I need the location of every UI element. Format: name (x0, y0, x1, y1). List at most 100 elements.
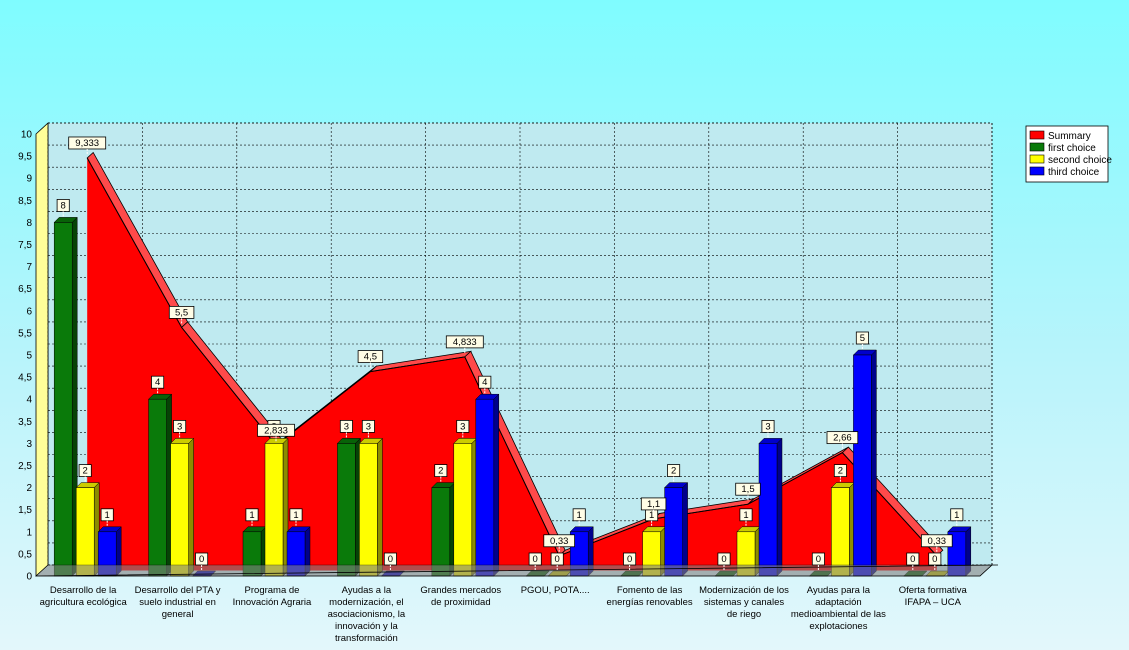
bar-side (871, 349, 877, 577)
x-category-line: Desarrollo de la (50, 585, 117, 596)
data-label-second-choice: 1 (645, 508, 659, 527)
y-tick-label: 6,5 (18, 284, 32, 295)
y-tick-label: 9 (26, 174, 32, 185)
data-label-summary: 0,33 (921, 534, 953, 553)
bar-second-choice-3 (358, 437, 384, 577)
x-category-label: Desarrollo de la agricultura ecológica (40, 585, 128, 608)
bar-side (493, 393, 500, 577)
data-label-first-choice: 8 (56, 198, 70, 218)
x-category-line: explotaciones (809, 621, 867, 632)
bar-front (337, 443, 356, 577)
data-label-text: 0 (533, 554, 538, 565)
x-category-label: PGOU, POTA.... (521, 585, 590, 596)
x-category-line: Ayudas para la (807, 585, 871, 596)
x-category-label: Grandes mercados de proximidad (420, 585, 501, 608)
x-category-line: PGOU, POTA.... (521, 585, 590, 596)
data-label-third-choice: 1 (289, 508, 303, 527)
y-tick-label: 0 (26, 572, 32, 583)
legend-entry: third choice (1048, 167, 1100, 178)
x-category-line: suelo industrial en (139, 597, 216, 608)
data-label-third-choice: 2 (667, 464, 681, 483)
legend-entry: second choice (1048, 155, 1112, 166)
data-label-third-choice: 3 (761, 419, 775, 439)
plot-floor (35, 564, 999, 577)
data-label-text: 4 (482, 377, 487, 388)
y-tick-label: 8,5 (18, 196, 32, 207)
data-label-text: 3 (177, 421, 182, 432)
x-category-line: Fomento de las (617, 585, 683, 596)
data-label-text: 1,5 (741, 484, 754, 495)
legend-swatch (1029, 142, 1045, 152)
y-tick-label: 3,5 (18, 417, 32, 428)
data-label-summary: 0,33 (543, 534, 575, 553)
x-category-line: energías renovables (607, 597, 693, 608)
bar-first-choice-3 (336, 437, 362, 577)
y-tick-label: 10 (21, 130, 33, 141)
data-label-text: 1 (649, 510, 654, 521)
bar-first-choice-1 (147, 393, 173, 577)
data-label-text: 3 (344, 421, 349, 432)
data-label-text: 5,5 (175, 307, 188, 318)
bar-first-choice-0 (53, 216, 78, 577)
data-label-text: 2 (438, 466, 443, 477)
data-label-text: 4,833 (453, 337, 477, 348)
data-label-summary: 2,833 (257, 423, 295, 443)
data-label-first-choice: 0 (717, 552, 731, 571)
bar-second-choice-0 (75, 481, 100, 577)
bar-front (853, 354, 872, 577)
x-category-line: Programa de (245, 585, 300, 596)
data-label-summary: 5,5 (168, 305, 195, 325)
data-label-text: 1,1 (647, 499, 660, 510)
bar-front (264, 443, 284, 577)
x-category-label: Oferta formativa IFAPA – UCA (899, 585, 968, 608)
data-label-text: 0 (388, 554, 393, 565)
data-label-first-choice: 2 (434, 464, 448, 483)
data-label-first-choice: 0 (906, 552, 920, 571)
y-tick-label: 3 (26, 439, 32, 450)
summary-line (86, 157, 938, 557)
data-labels-layer: 8413200000233330112010104123519,3335,52,… (56, 136, 964, 571)
data-label-text: 4 (155, 377, 160, 388)
data-label-text: 2 (838, 466, 843, 477)
y-tick-label: 2 (26, 483, 32, 494)
y-tick-label: 4 (26, 395, 32, 406)
data-label-first-choice: 4 (151, 375, 165, 395)
x-category-label: Ayudas a la modernización, el asociacionis… (328, 585, 406, 644)
x-category-line: Oferta formativa (899, 585, 968, 596)
data-label-third-choice: 0 (383, 552, 397, 571)
data-label-text: 4,5 (364, 352, 377, 363)
bar-side (682, 481, 688, 577)
data-label-second-choice: 2 (78, 464, 92, 483)
data-label-summary: 9,333 (68, 136, 107, 155)
data-label-text: 2 (83, 466, 88, 477)
bar-front (758, 443, 778, 577)
x-axis-categories: Desarrollo de la agricultura ecológicaDes… (40, 585, 968, 644)
x-category-line: asociacionismo, la (328, 609, 406, 620)
x-category-line: transformación (335, 633, 398, 644)
bar-first-choice-4 (431, 481, 456, 577)
legend-entry: first choice (1048, 143, 1096, 154)
bar-second-choice-2 (264, 437, 289, 577)
x-category-line: Ayudas a la (342, 585, 392, 596)
bar-third-choice-6 (663, 481, 689, 577)
data-label-text: 0,33 (928, 536, 947, 547)
x-category-label: Programa de Innovación Agraria (233, 585, 312, 608)
bar-third-choice-7 (758, 437, 783, 577)
left-wall (35, 122, 49, 577)
bar-front (75, 487, 95, 577)
data-label-text: 2,833 (264, 425, 288, 436)
y-tick-label: 7,5 (18, 240, 32, 251)
data-label-third-choice: 1 (572, 508, 586, 527)
x-category-line: sistemas y canales (704, 597, 785, 608)
y-axis-ticks: 0 0,5 1 1,5 2 2,5 3 3,5 4 4,5 5 5,5 6 6,5 7 7,5 8 8,5 9 9,5… (18, 130, 32, 583)
data-label-text: 0,33 (550, 536, 569, 547)
bar-front (831, 487, 850, 577)
data-label-text: 1 (577, 510, 582, 521)
bar-side (188, 437, 194, 577)
data-label-summary: 4,5 (357, 350, 384, 369)
y-tick-label: 9,5 (18, 152, 32, 163)
data-label-text: 3 (460, 421, 465, 432)
data-label-third-choice: 5 (855, 331, 869, 350)
